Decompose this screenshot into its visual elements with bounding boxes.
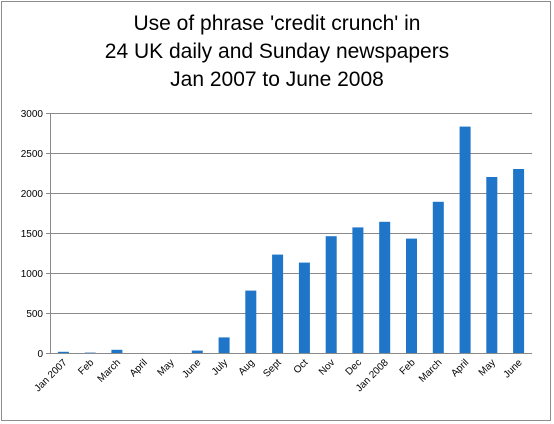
chart-title-line-2: 24 UK daily and Sunday newspapers [104, 40, 450, 63]
y-tick-label: 1500 [21, 229, 44, 240]
bar-9 [298, 262, 310, 353]
bar-7 [245, 290, 257, 353]
x-tick-label: Sept [261, 357, 283, 379]
x-tick-label: Nov [317, 357, 337, 377]
y-tick-label: 2500 [21, 149, 44, 160]
x-tick-label: Aug [237, 357, 257, 377]
axes [50, 113, 532, 354]
bar-16 [486, 177, 498, 353]
y-tick-label: 1000 [21, 269, 44, 280]
x-tick-label: Jan 2007 [33, 357, 70, 394]
y-axis-ticks: 0 500 1000 1500 2000 2500 3000 [21, 109, 50, 360]
x-tick-label: March [417, 357, 444, 384]
x-tick-label: Dec [344, 357, 364, 377]
bar-8 [272, 254, 284, 353]
bar-11 [352, 227, 364, 353]
bar-14 [432, 201, 444, 353]
bar-0 [57, 351, 69, 353]
y-tick-label: 0 [37, 349, 43, 360]
x-tick-label: Oct [292, 357, 311, 376]
x-tick-label: June [180, 357, 203, 380]
bar-2 [111, 349, 123, 353]
x-axis-ticks: Jan 2007 Feb March April May June July Aug Sept O… [33, 357, 525, 394]
x-tick-label: Feb [76, 357, 96, 377]
x-tick-label: March [96, 357, 123, 384]
x-tick-label: June [502, 357, 525, 380]
x-tick-label: May [155, 357, 176, 378]
bar-5 [191, 350, 203, 353]
y-tick-label: 3000 [21, 109, 44, 120]
bar-12 [379, 221, 391, 353]
x-tick-label: May [477, 357, 498, 378]
x-tick-label: July [210, 357, 230, 377]
chart-title: Use of phrase 'credit crunch' in 24 UK d… [0, 10, 554, 94]
y-tick-label: 2000 [21, 189, 44, 200]
y-tick-label: 500 [26, 309, 43, 320]
bar-17 [513, 169, 525, 353]
x-tick-label: Feb [398, 357, 418, 377]
bar-13 [406, 238, 417, 353]
bar-10 [325, 236, 337, 353]
gridlines [50, 113, 532, 314]
bar-15 [459, 126, 471, 353]
bars [57, 126, 525, 353]
chart-title-line-3: Jan 2007 to June 2008 [170, 68, 384, 91]
chart-title-line-1: Use of phrase 'credit crunch' in [133, 12, 421, 35]
x-tick-label: April [449, 357, 471, 379]
x-tick-label: April [128, 357, 150, 379]
bar-6 [218, 337, 230, 353]
